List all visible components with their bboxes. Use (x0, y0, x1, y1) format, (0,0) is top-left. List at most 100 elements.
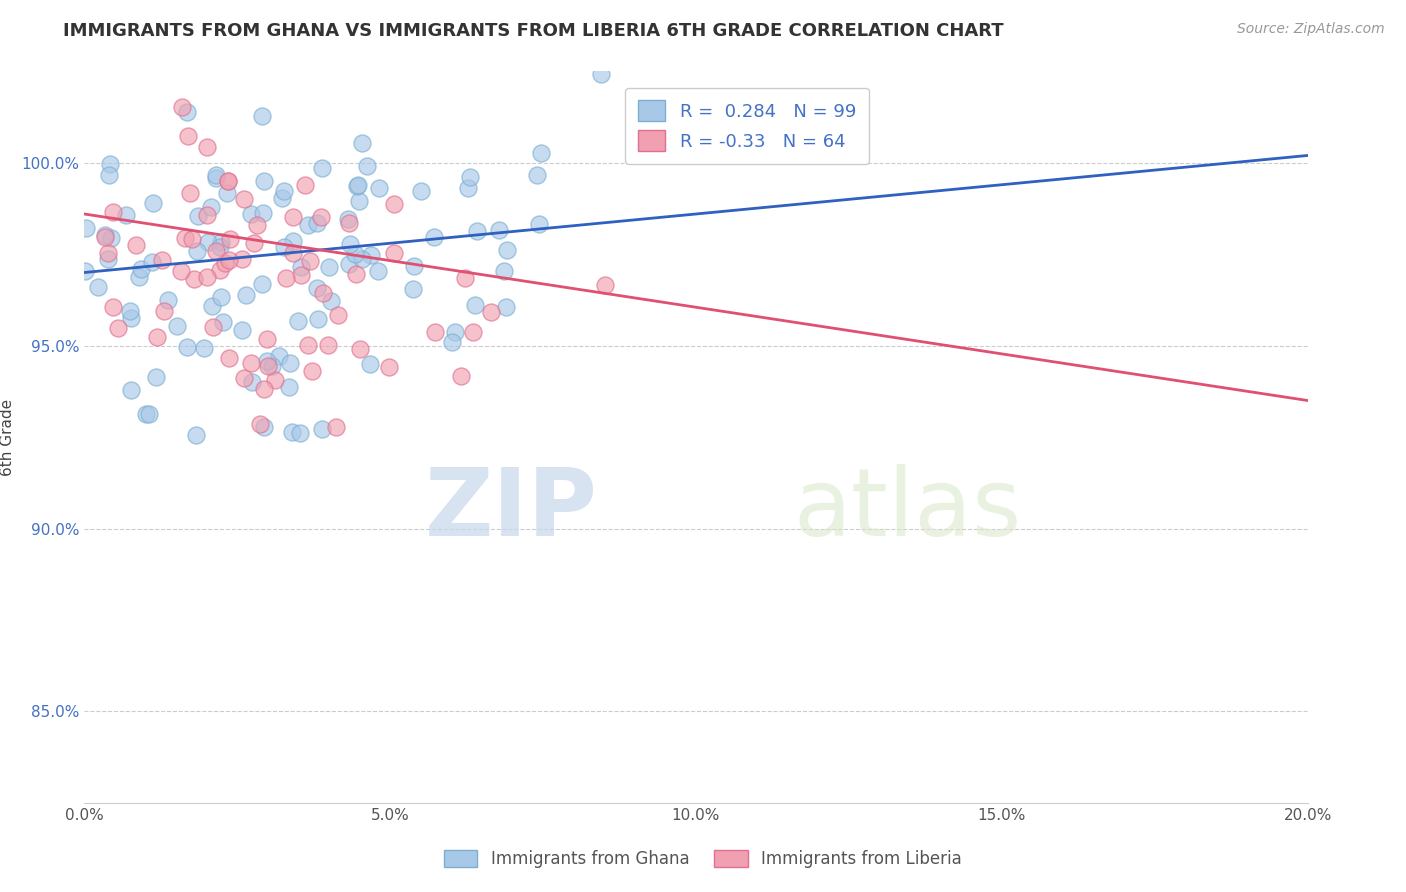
Point (297, 218, 319, 232)
Point (103, 204, 125, 219)
Point (217, 174, 239, 188)
Point (142, 196, 165, 211)
Point (290, 426, 312, 441)
Point (307, 311, 329, 326)
Point (423, 230, 446, 244)
Point (97, 168, 120, 182)
Point (425, 325, 447, 339)
Point (382, 197, 405, 211)
Point (339, 236, 361, 251)
Point (337, 257, 360, 271)
Point (176, 340, 198, 354)
Point (219, 232, 242, 246)
Point (235, 288, 257, 302)
Point (217, 174, 239, 188)
Point (120, 310, 142, 325)
Point (250, 109, 273, 123)
Point (231, 322, 253, 336)
Point (262, 359, 284, 373)
Point (120, 383, 142, 397)
Point (311, 161, 333, 176)
Point (204, 168, 226, 182)
Point (98, 157, 121, 171)
Text: ZIP: ZIP (425, 464, 598, 557)
Point (346, 179, 368, 194)
Point (153, 304, 176, 318)
Text: Source: ZipAtlas.com: Source: ZipAtlas.com (1237, 22, 1385, 37)
Point (316, 337, 339, 351)
Point (177, 128, 200, 143)
Point (115, 208, 138, 222)
Point (204, 170, 226, 185)
Point (170, 264, 193, 278)
Point (240, 207, 263, 221)
Point (246, 219, 269, 233)
Point (253, 382, 276, 396)
Point (176, 105, 198, 120)
Point (100, 230, 122, 244)
Point (195, 208, 218, 222)
Y-axis label: 6th Grade: 6th Grade (0, 399, 14, 475)
Point (208, 240, 231, 254)
Point (328, 308, 350, 322)
Point (129, 261, 152, 276)
Point (290, 260, 312, 274)
Point (274, 271, 297, 285)
Text: atlas: atlas (794, 464, 1022, 557)
Point (138, 408, 160, 422)
Point (145, 369, 167, 384)
Point (312, 286, 335, 301)
Point (150, 252, 173, 267)
Point (218, 351, 240, 365)
Point (170, 100, 193, 114)
Point (75, 220, 97, 235)
Point (184, 428, 207, 442)
Point (464, 298, 486, 312)
Point (200, 299, 222, 313)
Point (120, 304, 142, 318)
Point (232, 192, 254, 206)
Point (402, 259, 425, 273)
Point (214, 255, 236, 269)
Point (367, 264, 389, 278)
Point (402, 282, 425, 296)
Point (93, 228, 115, 243)
Point (271, 191, 294, 205)
Point (287, 314, 309, 328)
Point (321, 293, 343, 308)
Point (496, 243, 519, 257)
Point (141, 254, 163, 268)
Point (318, 260, 340, 275)
Point (290, 268, 312, 282)
Point (166, 318, 188, 333)
Point (256, 354, 278, 368)
Point (346, 267, 368, 281)
Point (457, 181, 479, 195)
Point (440, 335, 463, 350)
Point (200, 200, 222, 214)
Point (294, 178, 316, 193)
Point (281, 210, 304, 224)
Point (252, 277, 274, 291)
Point (209, 290, 232, 304)
Point (495, 300, 517, 314)
Point (454, 271, 477, 285)
Text: IMMIGRANTS FROM GHANA VS IMMIGRANTS FROM LIBERIA 6TH GRADE CORRELATION CHART: IMMIGRANTS FROM GHANA VS IMMIGRANTS FROM… (63, 22, 1004, 40)
Point (350, 252, 373, 267)
Point (87, 280, 110, 294)
Point (301, 364, 323, 378)
Point (249, 417, 271, 431)
Point (180, 232, 202, 246)
Point (174, 231, 197, 245)
Legend: R =  0.284   N = 99, R = -0.33   N = 64: R = 0.284 N = 99, R = -0.33 N = 64 (626, 87, 869, 164)
Point (253, 419, 276, 434)
Point (527, 218, 550, 232)
Point (212, 315, 235, 329)
Point (94, 230, 117, 244)
Point (183, 271, 205, 285)
Point (264, 373, 287, 387)
Point (494, 264, 516, 278)
Point (337, 216, 360, 230)
Point (97, 245, 120, 260)
Point (349, 194, 371, 208)
